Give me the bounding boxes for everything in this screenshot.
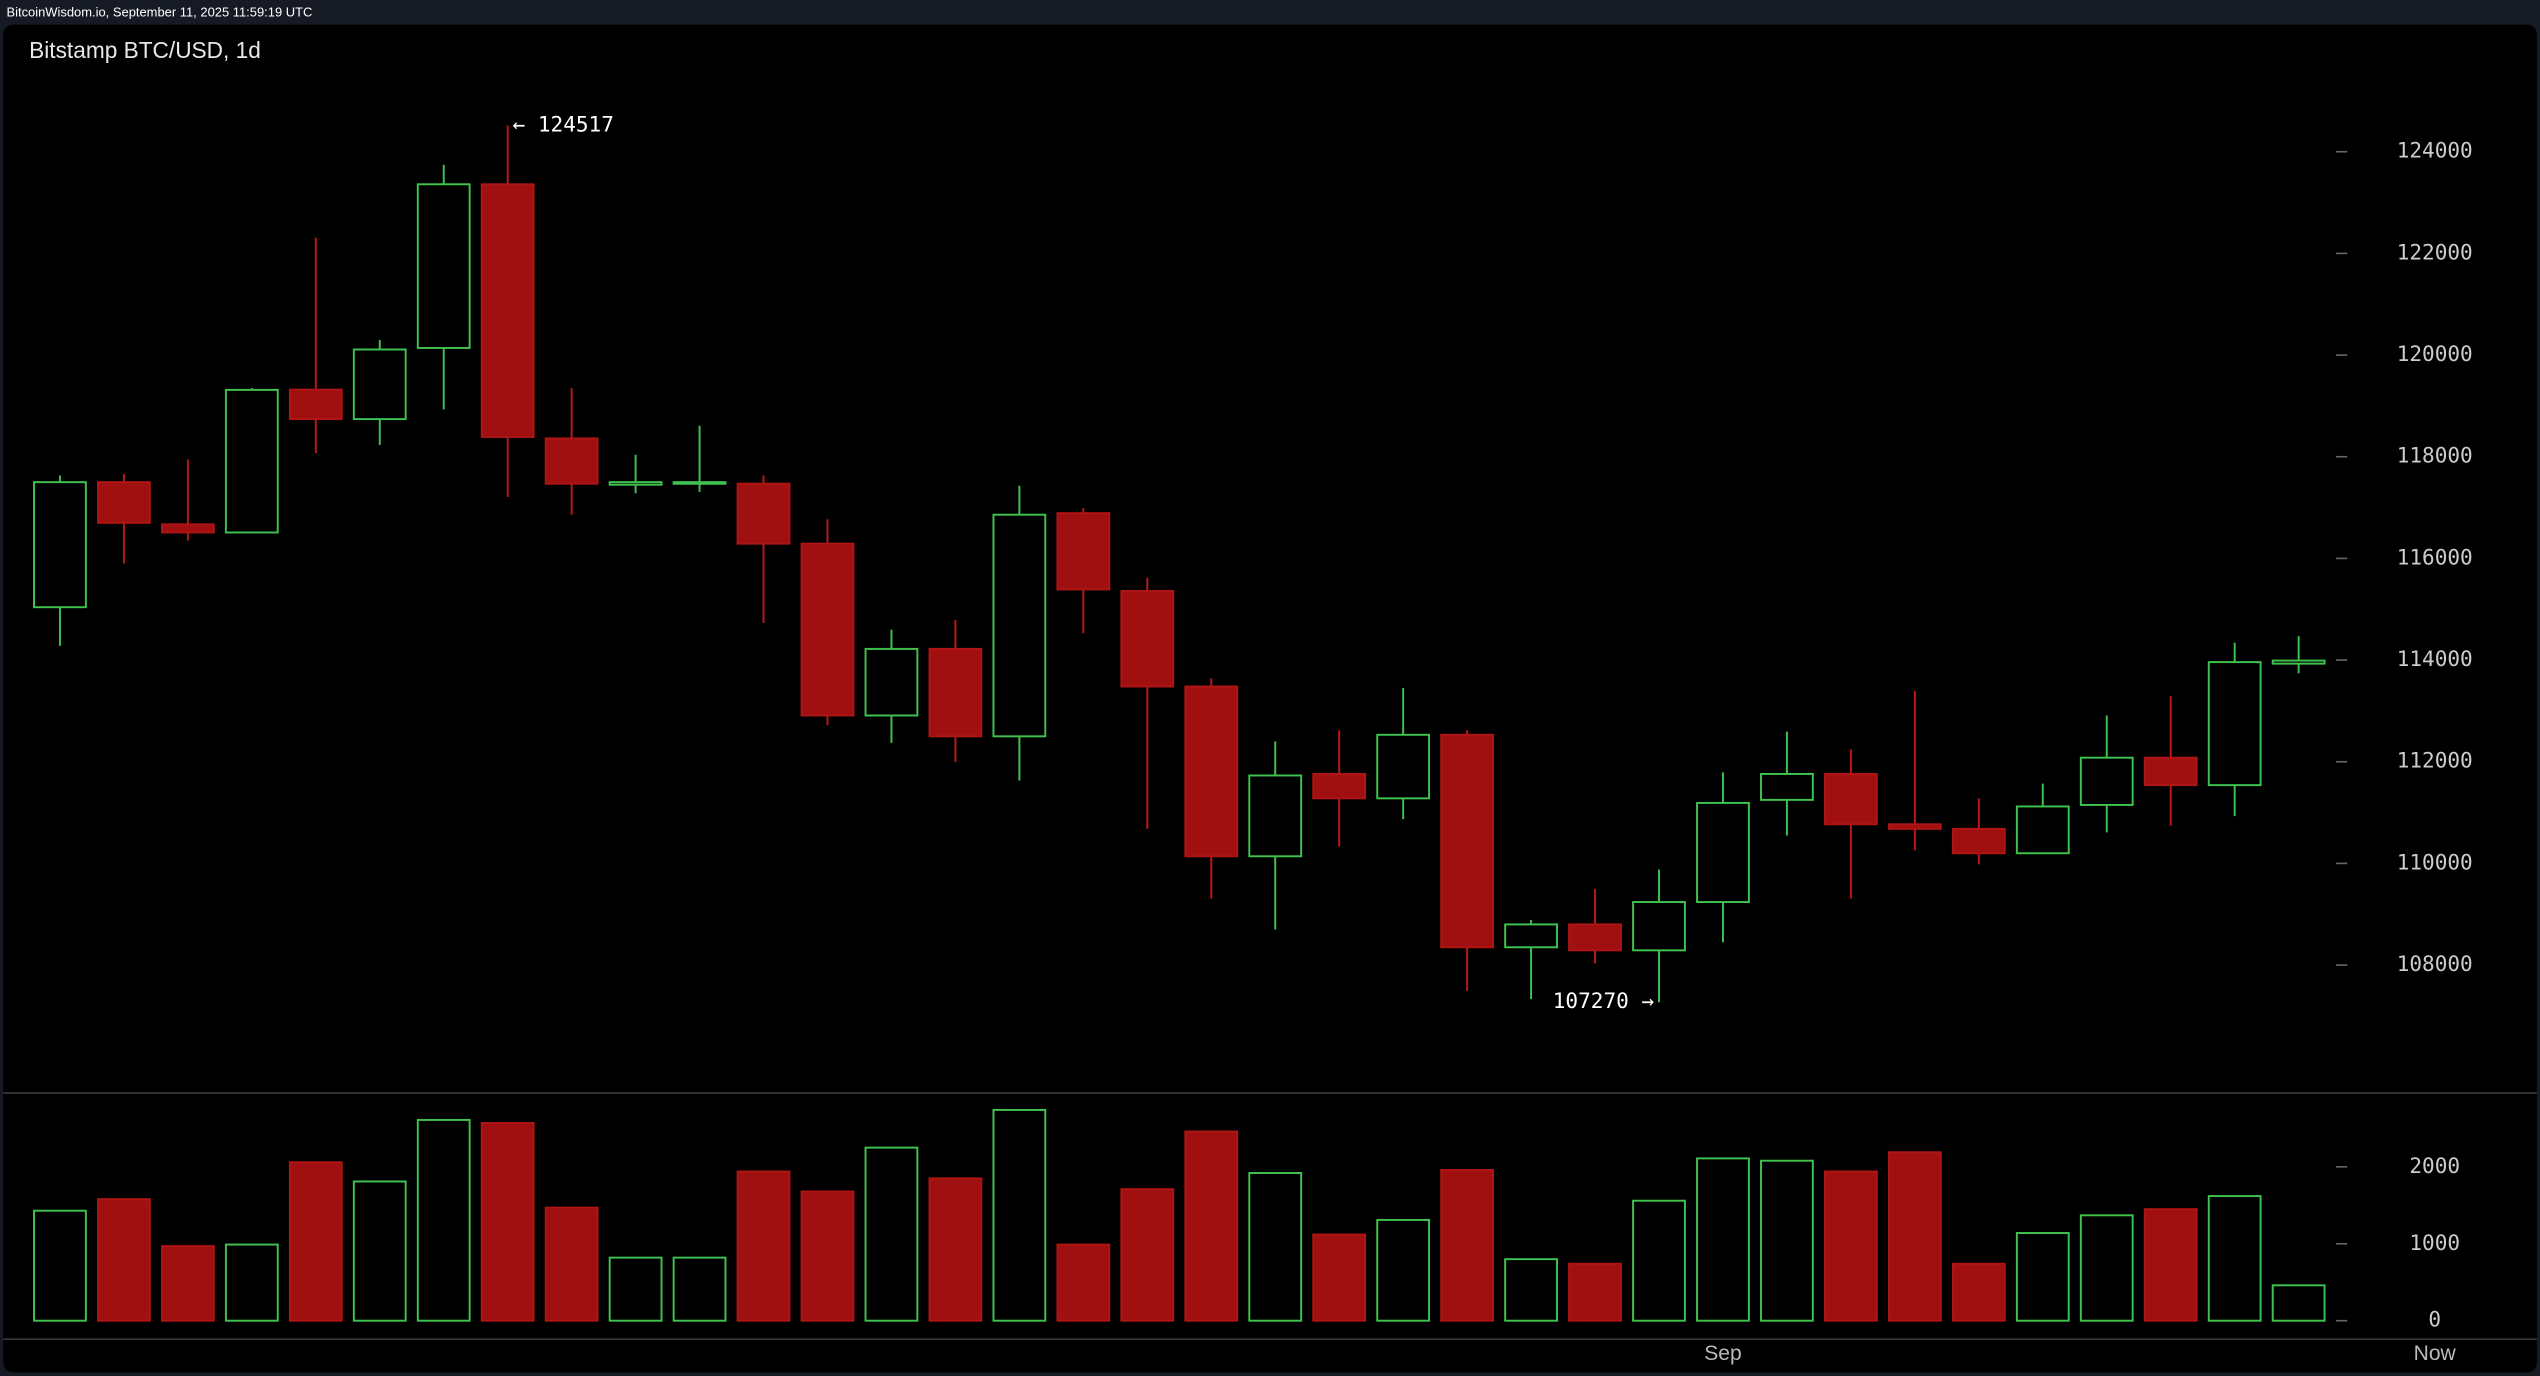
volume-bar [2015,1232,2070,1322]
volume-bar [608,1256,663,1322]
volume-bar [672,1256,727,1322]
min-annotation: 107270 → [1553,988,1654,1013]
candle-body [288,388,343,421]
candle-body [1504,923,1558,949]
volume-bar [97,1198,151,1322]
candle-body [480,183,535,438]
volume-bar [1951,1262,2006,1322]
volume-bar [1887,1151,1942,1322]
candle-body [1120,589,1175,688]
candle-body [2271,659,2326,665]
candle-body [928,647,983,738]
volume-bar [544,1206,599,1322]
candle-body [2015,805,2070,855]
candle-body [800,542,855,717]
candle-body [1056,512,1111,591]
y-tick-label: 116000 [2397,544,2473,569]
volume-bar [288,1161,343,1322]
volume-bar [1440,1168,1495,1322]
volume-bar [1632,1199,1686,1322]
candle-body [97,481,151,524]
candle-body [672,481,727,485]
candle-body [1887,823,1942,830]
volume-bar [736,1170,791,1322]
volume-bar [1824,1170,1878,1322]
volume-bar [2207,1195,2262,1322]
volume-bar [2143,1208,2198,1322]
candle-body [2079,756,2134,806]
volume-bar [1184,1130,1239,1322]
candle-body [1760,772,1814,801]
volume-bar [928,1177,983,1322]
volume-bar [1312,1233,1367,1322]
volume-bar [416,1118,471,1322]
volume-tick-label: 1000 [2409,1230,2460,1255]
max-annotation: ← 124517 [513,111,614,136]
candle-body [1312,772,1367,800]
x-tick-label: Sep [1704,1342,1741,1365]
volume-bar [1376,1218,1431,1322]
volume-bar [1056,1243,1111,1322]
volume-bar [480,1122,535,1322]
candle-body [352,348,407,421]
volume-bar [864,1146,919,1322]
candle-body [33,481,87,609]
volume-bar [800,1190,855,1322]
volume-bar [2079,1214,2134,1322]
candle-body [1440,733,1495,949]
candle-body [1696,801,1750,904]
candle-body [416,183,471,349]
volume-bar [224,1243,279,1322]
y-tick-label: 110000 [2397,849,2473,874]
candle-body [2207,661,2262,787]
y-tick-label: 122000 [2397,239,2473,264]
volume-bar [1696,1157,1750,1322]
y-tick-label: 112000 [2397,748,2473,773]
volume-bar [160,1245,215,1322]
y-tick-label: 114000 [2397,646,2473,671]
candle-body [864,647,919,717]
volume-bar [2271,1284,2326,1322]
volume-bar [352,1180,407,1322]
volume-bar [1568,1262,1622,1322]
candle-body [1951,827,2006,855]
now-label: Now [2414,1342,2457,1365]
volume-tick-label: 0 [2428,1307,2441,1332]
chart-panel [3,24,2537,1373]
y-tick-label: 120000 [2397,341,2473,366]
volume-bar [1760,1159,1814,1322]
volume-bar [1504,1258,1558,1322]
chart-title: Bitstamp BTC/USD, 1d [29,37,261,63]
candle-body [1568,923,1622,952]
volume-bar [1248,1172,1303,1322]
candle-body [992,513,1047,738]
y-tick-label: 124000 [2397,138,2473,163]
candle-body [1376,733,1431,800]
volume-bar [33,1209,87,1322]
candle-body [736,482,791,545]
candle-body [1824,772,1878,826]
candle-body [608,481,663,486]
y-tick-label: 108000 [2397,951,2473,976]
candle-body [1632,901,1686,952]
candle-body [224,388,279,534]
volume-bar [1120,1188,1175,1322]
candle-body [544,437,599,485]
y-tick-label: 118000 [2397,443,2473,468]
volume-bar [992,1108,1047,1322]
candle-body [1184,685,1239,858]
candle-body [2143,756,2198,787]
header: BitcoinWisdom.io, September 11, 2025 11:… [6,5,312,20]
candle-body [1248,774,1303,858]
candle-body [160,523,215,534]
volume-tick-label: 2000 [2409,1153,2460,1178]
